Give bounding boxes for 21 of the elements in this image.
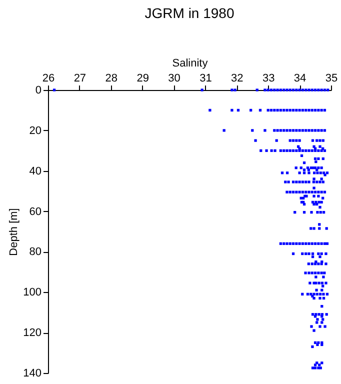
- x-tick-label: 32: [231, 72, 244, 84]
- x-tick-label: 35: [325, 72, 338, 84]
- x-tick-label: 29: [136, 72, 149, 84]
- x-tick-label: 33: [262, 72, 275, 84]
- y-tick-label: 100: [23, 286, 42, 299]
- y-tick-label: 140: [23, 368, 42, 380]
- x-tick-label: 34: [294, 72, 306, 84]
- y-tick-label: 80: [29, 246, 42, 258]
- y-tick-label: 20: [29, 124, 42, 137]
- y-tick-label: 40: [29, 165, 42, 178]
- y-tick-label: 60: [29, 206, 42, 218]
- y-tick-label: 0: [35, 84, 42, 96]
- y-tick-label: 120: [23, 327, 42, 340]
- x-axis-title: Salinity: [172, 58, 208, 70]
- x-tick-label: 30: [168, 72, 180, 84]
- x-tick-label: 27: [74, 72, 86, 84]
- chart-title: JGRM in 1980: [144, 5, 234, 21]
- x-tick-label: 26: [42, 72, 55, 84]
- x-tick-label: 28: [105, 72, 118, 84]
- x-tick-label: 31: [200, 72, 212, 84]
- y-axis-title: Depth [m]: [8, 208, 20, 256]
